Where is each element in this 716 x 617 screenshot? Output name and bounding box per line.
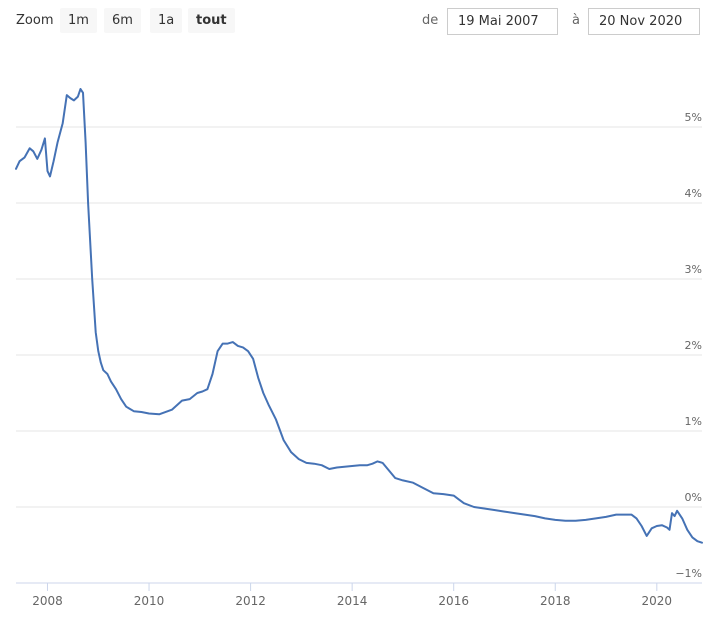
x-tick-label: 2012 [235, 594, 266, 608]
y-tick-label: 4% [685, 187, 702, 200]
x-tick-label: 2018 [540, 594, 571, 608]
x-tick-label: 2016 [438, 594, 469, 608]
x-tick-label: 2010 [134, 594, 165, 608]
to-label: à [572, 13, 580, 28]
zoom-all-button[interactable]: tout [188, 8, 235, 33]
y-tick-label: 1% [685, 415, 702, 428]
y-tick-label: 0% [685, 491, 702, 504]
to-date-input[interactable]: 20 Nov 2020 [588, 8, 700, 35]
from-date-input[interactable]: 19 Mai 2007 [447, 8, 558, 35]
x-tick-label: 2014 [337, 594, 368, 608]
x-tick-label: 2008 [32, 594, 63, 608]
range-selector-toolbar: Zoom 1m 6m 1a tout de 19 Mai 2007 à 20 N… [0, 0, 716, 44]
y-tick-label: −1% [675, 567, 702, 580]
zoom-1m-button[interactable]: 1m [60, 8, 97, 33]
from-label: de [422, 13, 439, 28]
y-tick-label: 2% [685, 339, 702, 352]
y-axis-tick-labels: −1% 0% 1% 2% 3% 4% 5% [675, 111, 702, 580]
x-axis: 2008 2010 2012 2014 2016 2018 2020 [16, 582, 702, 608]
zoom-1a-button[interactable]: 1a [150, 8, 183, 33]
x-tick-label: 2020 [642, 594, 673, 608]
y-tick-label: 5% [685, 111, 702, 124]
zoom-6m-button[interactable]: 6m [104, 8, 141, 33]
grid-lines [16, 126, 702, 508]
series-group [15, 88, 703, 544]
zoom-label: Zoom [16, 13, 54, 28]
series-line-0 [15, 88, 703, 544]
y-tick-label: 3% [685, 263, 702, 276]
